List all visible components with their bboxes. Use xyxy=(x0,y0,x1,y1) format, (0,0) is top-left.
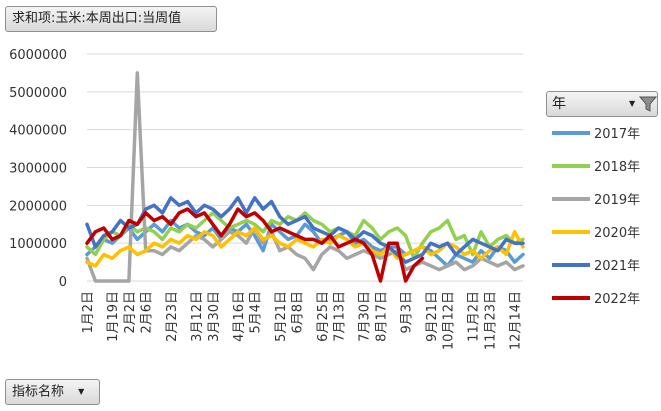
series-line xyxy=(85,218,525,268)
y-tick-label: 3000000 xyxy=(9,162,67,177)
x-tick-label: 2月2日 xyxy=(123,291,138,334)
x-tick-label: 7月30日 xyxy=(358,291,373,342)
legend-entry[interactable]: 2017年 xyxy=(594,127,640,142)
x-tick-label: 2月6日 xyxy=(140,291,155,334)
x-tick-label: 6月8日 xyxy=(291,291,306,334)
series-lines xyxy=(85,71,525,283)
x-tick-label: 11月23日 xyxy=(483,291,498,350)
x-tick-label: 11月2日 xyxy=(467,291,482,342)
x-tick-label: 5月21日 xyxy=(274,291,289,342)
x-tick-label: 8月17日 xyxy=(374,291,389,342)
legend-entry[interactable]: 2022年 xyxy=(594,292,640,307)
series-line xyxy=(85,207,425,283)
x-tick-label: 12月14日 xyxy=(509,291,524,350)
y-tick-label: 1000000 xyxy=(9,237,67,252)
legend-field-label: 年 xyxy=(552,96,566,112)
y-tick-label: 2000000 xyxy=(9,199,67,214)
x-tick-label: 9月21日 xyxy=(425,291,440,342)
filter-funnel-icon[interactable] xyxy=(639,95,657,113)
x-tick-label: 10月12日 xyxy=(442,291,457,350)
x-tick-label: 7月13日 xyxy=(333,291,348,342)
y-tick-label: 6000000 xyxy=(9,48,67,63)
x-tick-label: 1月19日 xyxy=(106,291,121,342)
legend-entry[interactable]: 2019年 xyxy=(594,193,640,208)
legend-field-button[interactable]: 年 ▼ xyxy=(546,91,658,117)
dropdown-arrow-icon[interactable]: ▼ xyxy=(629,99,636,108)
legend[interactable]: 2017年 2018年 2019年 2020年 2021年 2022年 xyxy=(552,127,640,307)
x-tick-label: 6月25日 xyxy=(316,291,331,342)
y-tick-label: 4000000 xyxy=(9,124,67,139)
x-tick-label: 4月16日 xyxy=(232,291,247,342)
x-tick-label: 9月3日 xyxy=(400,291,415,334)
legend-entry[interactable]: 2021年 xyxy=(594,259,640,274)
x-axis-ticks: 1月2日 1月19日 2月2日 2月6日 2月23日 3月12日 3月30日 4月16日 5月4… xyxy=(81,291,524,350)
axis-field-label: 指标名称 xyxy=(12,384,65,400)
y-axis-ticks: 0 1000000 2000000 3000000 4000000 5000000 6000… xyxy=(9,48,67,290)
y-tick-label: 0 xyxy=(59,275,67,290)
x-tick-label: 5月4日 xyxy=(249,291,264,334)
series-line xyxy=(85,196,525,264)
legend-entry[interactable]: 2018年 xyxy=(594,160,640,175)
series-line xyxy=(85,71,525,283)
dropdown-arrow-icon[interactable]: ▼ xyxy=(78,387,85,396)
x-tick-label: 2月23日 xyxy=(165,291,180,342)
legend-entry[interactable]: 2020年 xyxy=(594,226,640,241)
x-tick-label: 3月30日 xyxy=(207,291,222,342)
grid-lines xyxy=(87,53,523,282)
y-tick-label: 5000000 xyxy=(9,86,67,101)
x-tick-label: 1月2日 xyxy=(81,291,96,334)
value-field-button[interactable]: 求和项:玉米:本周出口:当周值 xyxy=(5,6,217,32)
x-tick-label: 3月12日 xyxy=(190,291,205,342)
axis-field-button[interactable]: 指标名称 ▼ xyxy=(5,379,100,405)
series-line xyxy=(85,211,525,261)
